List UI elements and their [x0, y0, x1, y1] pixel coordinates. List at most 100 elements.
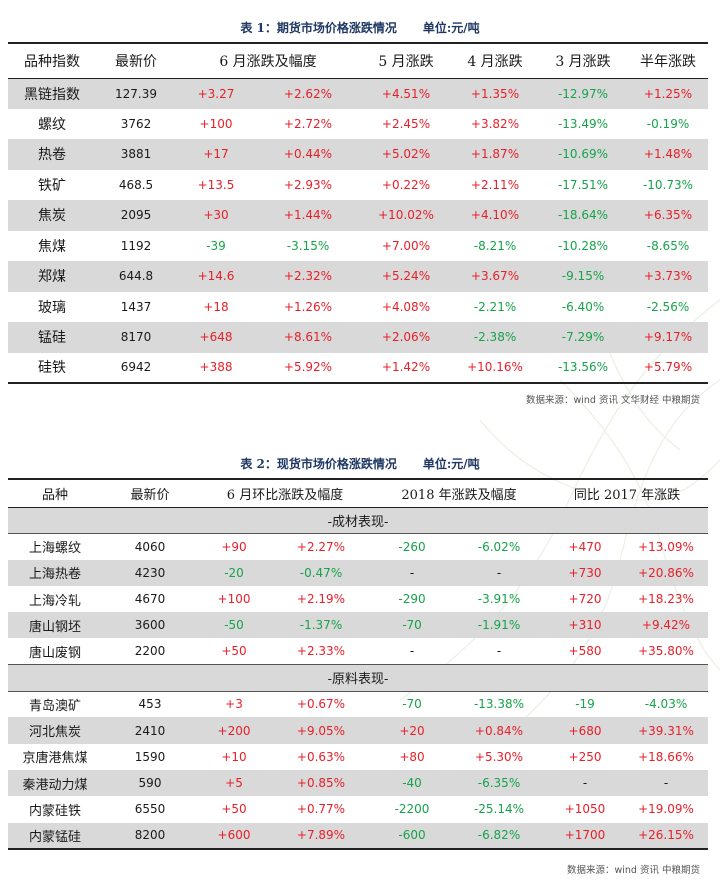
header-cell: 2018 年涨跌及幅度: [372, 478, 546, 508]
commodity-name: 玻璃: [38, 299, 66, 316]
latest-price: 2200: [134, 644, 166, 659]
latest-price: 1437: [120, 299, 152, 314]
commodity-name: 黑链指数: [8, 78, 96, 109]
table1-caption: 表 1：期货市场价格涨跌情况 单位:元/吨: [0, 19, 720, 36]
change-value: -290: [398, 592, 426, 607]
change-value: +1.25%: [628, 78, 709, 109]
latest-price: 3881: [96, 139, 176, 170]
change-value: +50: [221, 802, 247, 817]
commodity-name: 河北焦炭: [8, 717, 102, 744]
change-value: +200: [198, 717, 270, 744]
change-value: -6.02%: [477, 539, 521, 554]
change-value: +2.33%: [296, 644, 346, 659]
change-value: +18.66%: [638, 749, 694, 764]
table-header-row: 品种指数 最新价 6 月涨跌及幅度 5 月涨跌 4 月涨跌 3 月涨跌 半年涨跌: [8, 42, 709, 79]
table-row: 热卷 3881 +17 +0.44% +5.02% +1.87% -10.69% +1.48%: [8, 139, 709, 170]
header-cell: 半年涨跌: [628, 42, 709, 79]
table-row: 硅铁 6942 +388 +5.92% +1.42% +10.16% -13.56% +5.7…: [8, 352, 709, 384]
change-value: +1.42%: [360, 352, 453, 384]
change-value: -10.28%: [557, 238, 609, 253]
latest-price: 8200: [102, 822, 198, 850]
change-value: -4.03%: [644, 697, 688, 712]
commodity-name: 唐山废钢: [28, 645, 81, 661]
change-value: -0.47%: [270, 559, 372, 586]
change-value: +648: [176, 322, 256, 353]
latest-price: 127.39: [96, 78, 176, 109]
change-value: +0.44%: [256, 139, 361, 170]
latest-price: 590: [102, 769, 198, 797]
change-value: +90: [221, 539, 247, 554]
change-value: -39: [206, 238, 226, 253]
header-cell: 最新价: [102, 478, 198, 508]
change-value: -19: [575, 697, 595, 712]
header-cell: 品种指数: [8, 42, 96, 79]
commodity-name: 上海螺纹: [28, 541, 81, 557]
commodity-name: 锰硅: [8, 322, 96, 353]
commodity-name: 秦港动力煤: [8, 769, 102, 797]
change-value: +5: [198, 769, 270, 797]
header-cell: 品种: [8, 478, 102, 508]
change-value: +17: [176, 139, 256, 170]
change-value: +8.61%: [256, 322, 361, 353]
change-value: +3: [225, 697, 243, 712]
change-value: +10.16%: [452, 352, 539, 384]
latest-price: 2410: [102, 717, 198, 744]
table-header-row: 品种 最新价 6 月环比涨跌及幅度 2018 年涨跌及幅度 同比 2017 年涨…: [8, 478, 709, 508]
table-row: 秦港动力煤 590 +5 +0.85% -40 -6.35% - -: [8, 769, 709, 797]
change-value: +35.80%: [638, 644, 694, 659]
change-value: +388: [176, 352, 256, 384]
table-row: 京唐港焦煤 1590 +10 +0.63% +80 +5.30% +250 +18.66%: [8, 744, 708, 770]
change-value: +2.19%: [296, 592, 346, 607]
commodity-name: 内蒙锰硅: [8, 822, 102, 850]
table1-title: 表 1：期货市场价格涨跌情况: [240, 21, 397, 35]
futures-price-table: 品种指数 最新价 6 月涨跌及幅度 5 月涨跌 4 月涨跌 3 月涨跌 半年涨跌…: [8, 42, 709, 384]
header-cell: 最新价: [96, 42, 176, 79]
latest-price: 4060: [134, 539, 166, 554]
header-cell: 5 月涨跌: [360, 42, 453, 79]
change-value: -7.29%: [538, 322, 629, 353]
latest-price: 468.5: [118, 177, 154, 192]
commodity-name: 京唐港焦煤: [22, 751, 88, 767]
change-value: +680: [546, 717, 624, 744]
change-value: -1.37%: [270, 612, 372, 639]
change-value: +1.87%: [452, 139, 539, 170]
table-row: 黑链指数 127.39 +3.27 +2.62% +4.51% +1.35% -12.97%…: [8, 78, 709, 109]
change-value: +10.02%: [360, 200, 453, 231]
latest-price: 4670: [134, 592, 166, 607]
table-row: 唐山废钢 2200 +50 +2.33% - - +580 +35.80%: [8, 638, 708, 664]
change-value: -2.38%: [452, 322, 539, 353]
change-value: -: [452, 559, 546, 586]
section-row: -成材表现-: [8, 506, 709, 534]
change-value: -13.49%: [557, 116, 609, 131]
change-value: +5.79%: [628, 352, 709, 384]
header-cell: 6 月涨跌及幅度: [176, 42, 361, 79]
change-value: -: [409, 644, 415, 659]
change-value: +1700: [546, 822, 624, 850]
change-value: -260: [398, 539, 426, 554]
change-value: -: [496, 644, 502, 659]
change-value: +3.67%: [452, 261, 539, 292]
commodity-name: 焦煤: [38, 238, 66, 255]
change-value: +9.42%: [624, 612, 709, 639]
header-cell: 3 月涨跌: [538, 42, 629, 79]
header-cell: 4 月涨跌: [452, 42, 539, 79]
change-value: +600: [198, 822, 270, 850]
change-value: +470: [568, 539, 602, 554]
change-value: -6.82%: [452, 822, 546, 850]
latest-price: 6550: [134, 802, 166, 817]
change-value: +720: [568, 592, 602, 607]
change-value: +13.09%: [638, 539, 694, 554]
change-value: +310: [546, 612, 624, 639]
change-value: +0.63%: [296, 749, 346, 764]
table-row: 锰硅 8170 +648 +8.61% +2.06% -2.38% -7.29% +9.17%: [8, 322, 709, 353]
spot-price-table: 品种 最新价 6 月环比涨跌及幅度 2018 年涨跌及幅度 同比 2017 年涨…: [8, 478, 709, 850]
change-value: +80: [399, 749, 425, 764]
change-value: +3.82%: [470, 116, 520, 131]
change-value: +7.00%: [381, 238, 431, 253]
commodity-name: 热卷: [8, 139, 96, 170]
change-value: -10.69%: [538, 139, 629, 170]
change-value: +30: [176, 200, 256, 231]
change-value: -1.91%: [452, 612, 546, 639]
table1-unit: 单位:元/吨: [422, 21, 480, 35]
change-value: -600: [372, 822, 452, 850]
